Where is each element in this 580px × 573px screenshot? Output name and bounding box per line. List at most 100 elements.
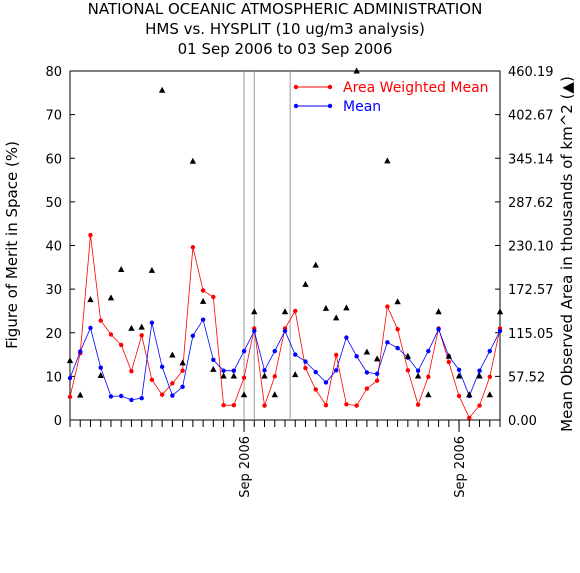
point-mean xyxy=(364,370,370,375)
series-area-weighted-mean xyxy=(67,232,503,421)
point-mean xyxy=(129,397,134,403)
legend-marker-mean-2 xyxy=(327,103,333,109)
point-mean xyxy=(78,349,83,354)
point-area-weighted-mean xyxy=(88,232,93,238)
point-mean xyxy=(170,393,175,398)
point-mean-observed-area xyxy=(169,351,176,358)
left-tick-label: 80 xyxy=(45,65,62,80)
point-mean xyxy=(477,368,482,373)
point-mean xyxy=(415,368,421,373)
point-mean-observed-area xyxy=(414,372,422,379)
point-area-weighted-mean xyxy=(211,294,216,300)
left-tick-label: 10 xyxy=(45,370,62,385)
point-mean-observed-area xyxy=(332,314,340,321)
point-area-weighted-mean xyxy=(241,375,247,380)
point-mean-observed-area xyxy=(117,265,125,272)
point-area-weighted-mean xyxy=(415,402,421,407)
title-line-3: 01 Sep 2006 to 03 Sep 2006 xyxy=(178,40,393,58)
point-mean xyxy=(159,364,165,369)
point-area-weighted-mean xyxy=(221,402,226,408)
x-tick-label: Sep 2006 xyxy=(238,436,253,498)
point-mean-observed-area xyxy=(107,294,115,301)
point-area-weighted-mean xyxy=(98,318,103,323)
point-mean-observed-area xyxy=(199,297,207,304)
point-mean-observed-area xyxy=(148,266,156,273)
legend: Area Weighted Mean Mean xyxy=(293,80,489,115)
point-mean xyxy=(241,348,247,354)
point-mean-observed-area xyxy=(302,280,309,287)
point-mean-observed-area xyxy=(455,372,463,379)
point-area-weighted-mean xyxy=(374,378,380,383)
point-area-weighted-mean xyxy=(67,394,73,400)
point-mean-observed-area xyxy=(261,372,268,379)
point-mean-observed-area xyxy=(158,86,166,93)
point-area-weighted-mean xyxy=(231,402,237,408)
right-tick-label: 0.00 xyxy=(508,414,537,429)
left-axis-label: Figure of Merit in Space (%) xyxy=(3,141,21,349)
point-mean-observed-area xyxy=(128,324,135,331)
point-area-weighted-mean xyxy=(333,352,339,358)
point-area-weighted-mean xyxy=(467,415,472,421)
point-mean-observed-area xyxy=(87,296,94,303)
right-tick-label: 172.57 xyxy=(508,283,554,298)
title-line-2: HMS vs. HYSPLIT (10 ug/m3 analysis) xyxy=(145,20,425,38)
left-axis-ticks: 0 10 20 30 40 50 60 70 80 xyxy=(45,65,75,429)
point-mean xyxy=(252,328,257,334)
left-tick-label: 40 xyxy=(45,240,62,255)
point-area-weighted-mean xyxy=(426,374,431,380)
legend-label-mean: Mean xyxy=(343,99,381,115)
point-area-weighted-mean xyxy=(313,387,318,392)
point-area-weighted-mean xyxy=(456,393,462,399)
left-tick-label: 70 xyxy=(45,109,62,124)
point-area-weighted-mean xyxy=(262,403,267,408)
point-mean xyxy=(149,320,155,325)
point-area-weighted-mean xyxy=(200,288,206,293)
point-area-weighted-mean xyxy=(108,332,114,337)
point-mean xyxy=(272,348,277,354)
point-area-weighted-mean xyxy=(323,402,329,408)
point-area-weighted-mean xyxy=(385,304,390,309)
point-mean xyxy=(456,367,462,373)
point-area-weighted-mean xyxy=(364,386,370,391)
x-axis-ticks: Sep 2006 Sep 2006 xyxy=(69,420,501,498)
point-mean-observed-area xyxy=(281,308,289,315)
point-area-weighted-mean xyxy=(170,381,175,386)
point-mean xyxy=(344,335,349,340)
right-tick-label: 460.19 xyxy=(508,65,554,80)
point-mean-observed-area xyxy=(363,348,371,355)
point-mean-observed-area xyxy=(496,308,504,315)
point-area-weighted-mean xyxy=(344,402,349,407)
left-tick-label: 60 xyxy=(45,152,62,167)
point-mean-observed-area xyxy=(476,372,483,379)
left-tick-label: 0 xyxy=(54,414,62,429)
point-area-weighted-mean xyxy=(180,368,185,373)
legend-label-area-weighted-mean: Area Weighted Mean xyxy=(343,80,489,96)
point-area-weighted-mean xyxy=(272,374,277,379)
point-mean xyxy=(98,365,103,370)
point-mean xyxy=(262,368,267,373)
point-mean xyxy=(426,348,431,354)
point-mean xyxy=(497,328,503,334)
left-tick-label: 20 xyxy=(45,327,62,342)
point-area-weighted-mean xyxy=(354,403,359,408)
point-mean-observed-area xyxy=(343,304,350,311)
point-area-weighted-mean xyxy=(487,374,492,380)
point-area-weighted-mean xyxy=(118,342,124,348)
point-mean-observed-area xyxy=(312,261,319,268)
point-mean-observed-area xyxy=(394,298,401,305)
x-tick-label: Sep 2006 xyxy=(453,436,468,498)
point-mean xyxy=(118,393,124,399)
point-mean xyxy=(303,359,308,364)
point-mean-observed-area xyxy=(251,308,258,315)
title-line-1: NATIONAL OCEANIC ATMOSPHERIC ADMINISTRAT… xyxy=(88,0,483,18)
point-mean-observed-area xyxy=(66,357,74,364)
legend-marker-area-weighted-mean-1 xyxy=(293,84,299,90)
point-mean xyxy=(293,352,298,357)
point-area-weighted-mean xyxy=(395,327,400,332)
point-mean xyxy=(180,384,185,390)
point-area-weighted-mean xyxy=(149,377,155,383)
point-mean-observed-area xyxy=(425,391,432,398)
right-axis-label: Mean Observed Area in thousands of km^2 … xyxy=(558,76,576,432)
point-mean-observed-area xyxy=(445,352,453,359)
